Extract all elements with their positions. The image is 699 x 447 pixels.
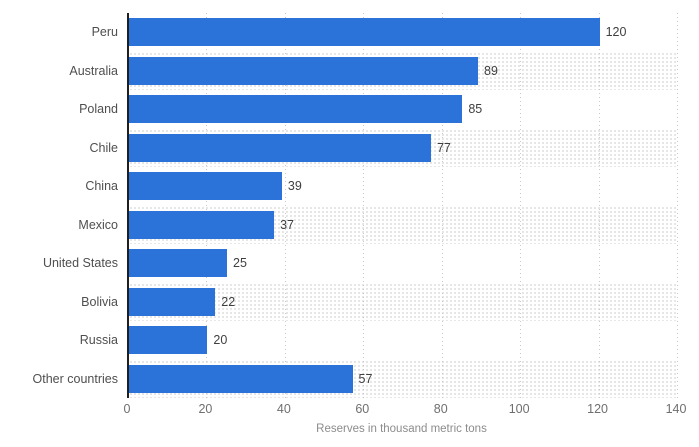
bar[interactable] xyxy=(129,18,600,47)
category-label: Poland xyxy=(79,102,118,117)
x-tick-label: 120 xyxy=(587,402,608,416)
bar-value-label: 25 xyxy=(233,256,247,271)
x-tick-label: 80 xyxy=(433,402,448,416)
category-axis: Peru Australia Poland Chile China Mexico Unite… xyxy=(0,13,118,398)
x-tick-label: 60 xyxy=(355,402,370,416)
gridline xyxy=(441,13,443,398)
bar-value-label: 20 xyxy=(213,333,228,348)
gridline xyxy=(206,13,208,398)
bar-value-label: 37 xyxy=(280,217,294,232)
gridline xyxy=(284,13,286,398)
bar[interactable] xyxy=(129,133,431,162)
category-label: Mexico xyxy=(78,217,118,232)
bar[interactable] xyxy=(129,95,463,124)
bar-value-label: 120 xyxy=(605,25,627,40)
category-label: Peru xyxy=(91,25,118,40)
x-tick-label: 0 xyxy=(123,402,131,416)
category-label: Chile xyxy=(89,140,119,155)
gridline xyxy=(520,13,522,398)
chart-row: 25 xyxy=(129,244,678,283)
x-tick-label: 40 xyxy=(276,402,291,416)
chart-row: 85 xyxy=(129,90,678,129)
gridline xyxy=(363,13,365,398)
x-tick-label: 20 xyxy=(198,402,213,416)
bar[interactable] xyxy=(129,172,282,201)
bar-value-label: 77 xyxy=(436,140,451,155)
bar-value-label: 85 xyxy=(468,102,483,117)
category-label: Australia xyxy=(69,63,118,78)
x-axis-title: Reserves in thousand metric tons xyxy=(316,423,487,435)
bar[interactable] xyxy=(129,326,208,355)
bar[interactable] xyxy=(129,287,216,316)
bar-value-label: 22 xyxy=(221,294,236,309)
chart-row: 22 xyxy=(129,282,678,321)
gridline xyxy=(677,13,678,398)
chart-row: 89 xyxy=(129,51,678,90)
gridline xyxy=(598,13,600,398)
category-label: Other countries xyxy=(32,371,118,386)
bar-value-label: 57 xyxy=(358,371,373,386)
chart-row: 120 xyxy=(129,13,678,52)
chart-row: 39 xyxy=(129,167,678,206)
bar[interactable] xyxy=(129,56,478,85)
x-tick-label: 140 xyxy=(665,402,687,416)
category-label: Russia xyxy=(79,333,118,348)
bar[interactable] xyxy=(129,364,353,393)
chart-row: 77 xyxy=(129,128,678,167)
plot-area: 120 89 85 77 39 37 25 22 20 57 xyxy=(127,13,678,398)
category-label: China xyxy=(85,179,118,194)
chart-row: 57 xyxy=(129,359,678,398)
chart-row: 37 xyxy=(129,205,678,244)
chart-row: 20 xyxy=(129,321,678,360)
bar-value-label: 39 xyxy=(287,179,302,194)
bar[interactable] xyxy=(129,210,275,239)
bar-value-label: 89 xyxy=(484,63,498,78)
bar[interactable] xyxy=(129,249,228,278)
x-tick-label: 100 xyxy=(508,402,530,416)
category-label: United States xyxy=(42,256,118,271)
category-label: Bolivia xyxy=(81,294,118,309)
